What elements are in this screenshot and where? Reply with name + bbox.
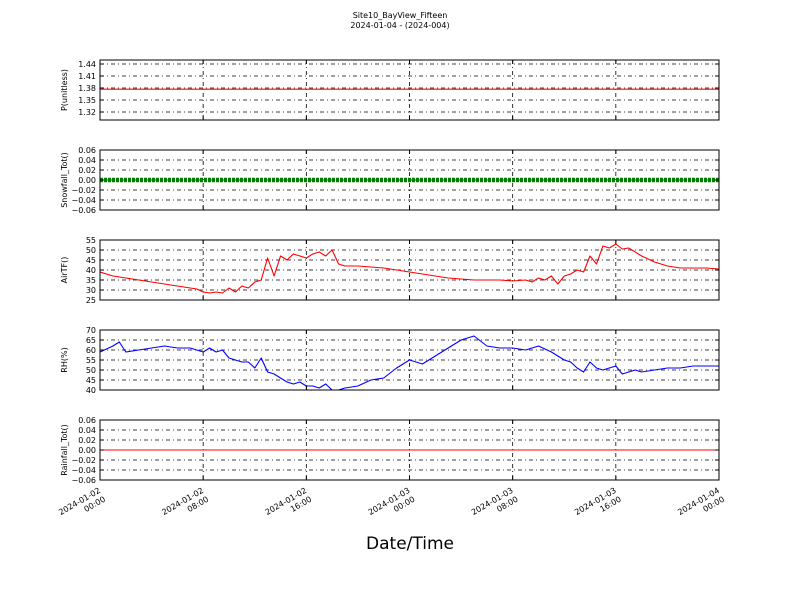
x-tick-label: 2024-01-0308:00 xyxy=(470,486,520,526)
y-tick-label: 0.02 xyxy=(78,166,96,175)
y-tick-label: 35 xyxy=(86,276,96,285)
y-tick-label: 0.04 xyxy=(78,426,96,435)
y-tick-label: 40 xyxy=(86,386,96,395)
x-tick-label: 2024-01-0200:00 xyxy=(57,486,107,526)
chart-title: Site10_BayView_Fifteen xyxy=(352,11,448,20)
y-axis-label: RH(%) xyxy=(60,347,69,372)
x-tick-label: 2024-01-0300:00 xyxy=(367,486,417,526)
y-tick-label: 1.44 xyxy=(78,60,96,69)
y-tick-label: 0.00 xyxy=(78,446,96,455)
y-tick-label: −0.02 xyxy=(71,456,96,465)
y-tick-label: 0.02 xyxy=(78,436,96,445)
x-tick-label: 2024-01-0208:00 xyxy=(160,486,210,526)
series-line xyxy=(100,243,719,294)
y-tick-label: −0.04 xyxy=(71,466,96,475)
y-tick-label: 70 xyxy=(86,326,96,335)
panel-1: 1.32 1.35 1.38 1.41 1.44 P(unitless) xyxy=(60,59,720,121)
series-line xyxy=(100,335,719,390)
y-tick-label: 0.00 xyxy=(78,176,96,185)
y-tick-label: 60 xyxy=(86,346,96,355)
y-axis-label: Snowfall_Tot() xyxy=(60,152,69,208)
y-tick-label: −0.04 xyxy=(71,196,96,205)
y-tick-label: 50 xyxy=(86,366,96,375)
y-tick-label: −0.06 xyxy=(71,476,96,485)
y-tick-label: 0.06 xyxy=(78,146,96,155)
y-tick-label: 1.41 xyxy=(78,72,96,81)
y-tick-label: 0.06 xyxy=(78,416,96,425)
y-tick-label: 55 xyxy=(86,236,96,245)
x-axis-label: Date/Time xyxy=(366,534,454,554)
y-tick-label: −0.02 xyxy=(71,186,96,195)
y-tick-label: 40 xyxy=(86,266,96,275)
y-tick-label: 0.04 xyxy=(78,156,96,165)
panel-2: −0.06−0.04−0.020.000.020.040.06 Snowfall_… xyxy=(60,146,720,215)
x-tick-label: 2024-01-0216:00 xyxy=(264,486,314,526)
chart-subtitle: 2024-01-04 - (2024-004) xyxy=(350,21,450,30)
panel-5: −0.06−0.04−0.020.000.020.040.06 Rainfall_… xyxy=(60,416,720,485)
y-axis-label: Rainfall_Tot() xyxy=(60,424,69,476)
y-tick-label: 1.38 xyxy=(78,84,96,93)
y-tick-label: 45 xyxy=(86,376,96,385)
y-axis-label: P(unitless) xyxy=(60,69,69,111)
y-tick-label: 45 xyxy=(86,256,96,265)
y-tick-label: 65 xyxy=(86,336,96,345)
y-tick-label: 50 xyxy=(86,246,96,255)
y-tick-label: 30 xyxy=(86,286,96,295)
y-axis-label: AirTF() xyxy=(60,257,69,284)
y-tick-label: 55 xyxy=(86,356,96,365)
y-tick-label: 25 xyxy=(86,296,96,305)
x-tick-label: 2024-01-0316:00 xyxy=(573,486,623,526)
y-tick-label: 1.32 xyxy=(78,108,96,117)
x-tick-label: 2024-01-0400:00 xyxy=(676,486,726,526)
y-tick-label: 1.35 xyxy=(78,96,96,105)
y-tick-label: −0.06 xyxy=(71,206,96,215)
